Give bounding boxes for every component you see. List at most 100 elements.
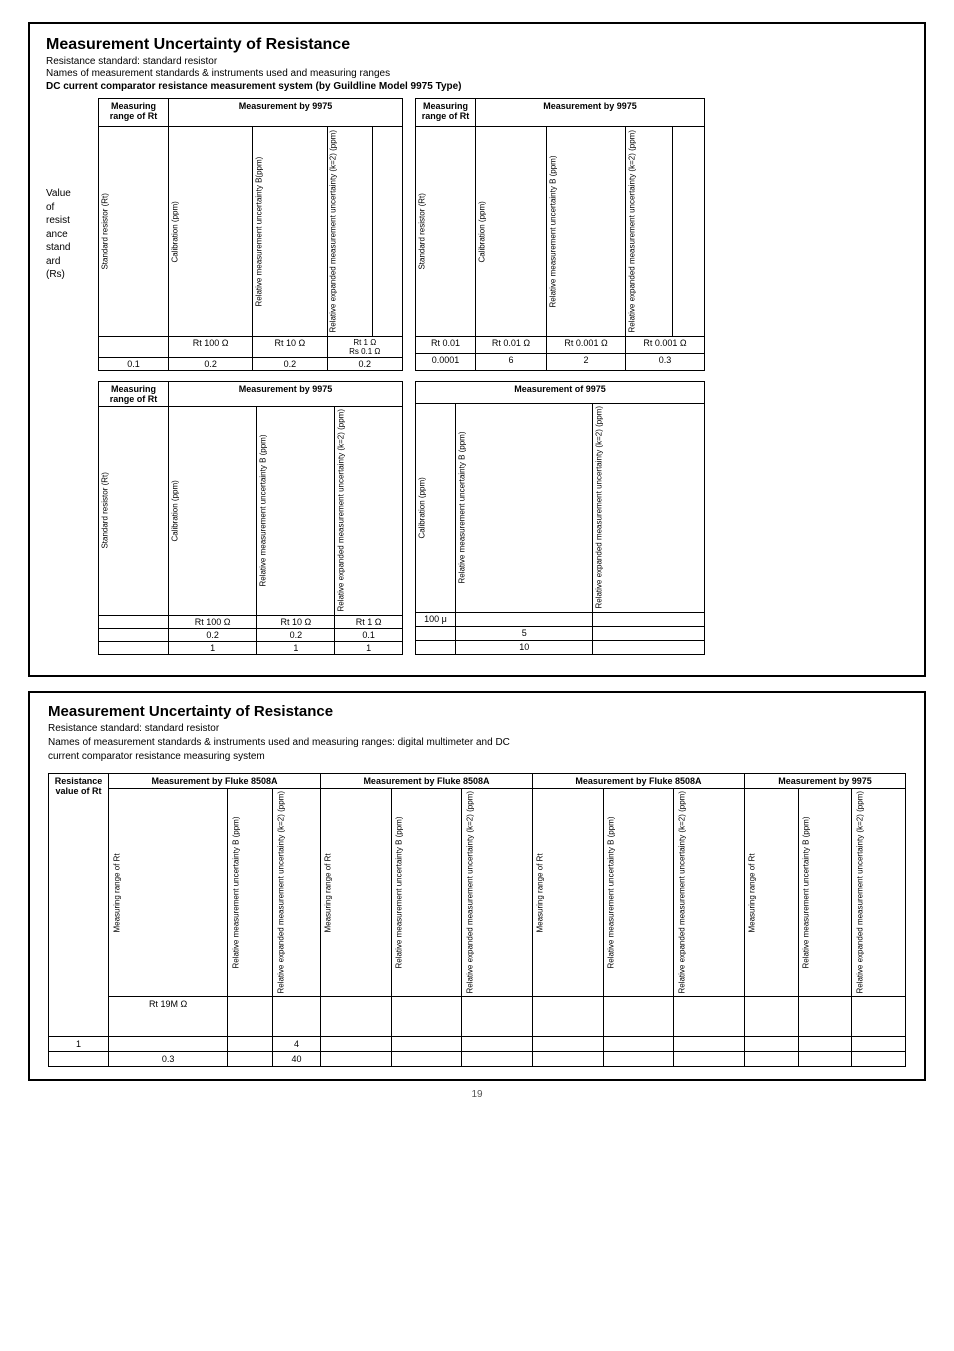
t2b-r1c2 (593, 641, 705, 655)
t1b-r0c0: 0.0001 (416, 353, 476, 370)
t2a-r0c0 (99, 629, 169, 642)
bt-h2: Measurement by Fluke 8508A (532, 774, 744, 789)
table-2a: Measuring range of Rt Measurement by 997… (98, 381, 403, 656)
bt-vh1-a: Relative measurement uncertainty B (ppm) (228, 789, 273, 997)
t1b-col2: Rt 0.001 Ω (547, 336, 626, 353)
t1b-rowlabel: Measuring range of Rt (416, 99, 476, 127)
left-vertical-label: Value of resist ance stand ard (Rs) (46, 98, 84, 655)
box2-title: Measurement Uncertainty of Resistance (48, 703, 906, 720)
bt-range2 (532, 997, 603, 1037)
ll4: stand (46, 242, 84, 255)
t2b-vh0: Calibration (ppm) (416, 403, 456, 613)
t1a-vh0: Standard resistor (Rt) (99, 127, 169, 337)
t2b-rowlabel1: 100 μ (416, 613, 456, 627)
box2-sub-b: Names of measurement standards & instrum… (48, 736, 906, 749)
bt-vh0-a: Measuring range of Rt (109, 789, 228, 997)
bt-d1c11 (798, 1052, 852, 1067)
t1b-r0c1: 6 (476, 353, 547, 370)
t2a-col2: Rt 1 Ω (335, 616, 403, 629)
bt-d1c2 (228, 1052, 273, 1067)
t2a-r1c1: 1 (169, 642, 257, 655)
bt-h1: Measurement by Fluke 8508A (320, 774, 532, 789)
box1-sub-b: Names of measurement standards & instrum… (46, 68, 908, 79)
t1a-col1: Rt 10 Ω (253, 336, 327, 357)
t2a-title: Measurement by 9975 (169, 381, 403, 406)
tables-wrapper: Value of resist ance stand ard (Rs) Meas… (46, 98, 908, 655)
bt-d0c3: 4 (273, 1037, 321, 1052)
t1b-r0c2: 2 (547, 353, 626, 370)
box2-sub-a: Resistance standard: standard resistor (48, 722, 906, 735)
ll0: Value (46, 188, 84, 201)
page: Measurement Uncertainty of Resistance Re… (0, 0, 954, 1130)
bt-d1c8 (603, 1052, 674, 1067)
t1b-col3: Rt 0.001 Ω (626, 336, 705, 353)
bt-d0c12 (852, 1037, 906, 1052)
t2a-r0c3: 0.1 (335, 629, 403, 642)
t1a-col2: Rt 1 Ω Rs 0.1 Ω (327, 336, 403, 357)
bt-d0c0: 1 (49, 1037, 109, 1052)
bt-vh2-b: Relative expanded measurement uncertaint… (462, 789, 533, 997)
bt-vh2-c: Relative expanded measurement uncertaint… (674, 789, 745, 997)
bottom-table: Resistance value of Rt Measurement by Fl… (48, 773, 906, 1067)
table-1b: Measuring range of Rt Measurement by 997… (415, 98, 705, 371)
t2a-vh2: Relative measurement uncertainty B (ppm) (257, 406, 335, 616)
t1a-r0c0: 0.1 (99, 357, 169, 370)
t1b-title: Measurement by 9975 (476, 99, 705, 127)
box-resistance-1: Measurement Uncertainty of Resistance Re… (28, 22, 926, 677)
t2a-vh3: Relative expanded measurement uncertaint… (335, 406, 403, 616)
page-number: 19 (28, 1089, 926, 1100)
t2b-r0c1: 5 (456, 627, 593, 641)
t2b-r1c1: 10 (456, 641, 593, 655)
t1a-vh2: Relative measurement uncertainty B(ppm) (253, 127, 327, 337)
t1a-vh3: Relative expanded measurement uncertaint… (327, 127, 372, 337)
ll1: of (46, 202, 84, 215)
t1a-title: Measurement by 9975 (169, 99, 403, 127)
bt-d1c9 (674, 1052, 745, 1067)
tables-area: Measuring range of Rt Measurement by 997… (98, 98, 908, 655)
ll5: ard (46, 256, 84, 269)
t1a-r0c1: 0.2 (169, 357, 253, 370)
bt-d1c4 (320, 1052, 391, 1067)
bt-d1c12 (852, 1052, 906, 1067)
bt-d0c2 (228, 1037, 273, 1052)
bt-vh0-b: Measuring range of Rt (320, 789, 391, 997)
bt-d0c10 (744, 1037, 798, 1052)
bt-d0c6 (462, 1037, 533, 1052)
box1-sub-a: Resistance standard: standard resistor (46, 56, 908, 67)
t1b-spacer (673, 127, 705, 337)
box-resistance-2: Measurement Uncertainty of Resistance Re… (28, 691, 926, 1081)
bt-d1c1: 0.3 (109, 1052, 228, 1067)
t1b-vh2: Relative measurement uncertainty B (ppm) (547, 127, 626, 337)
t2a-rowlabel: Measuring range of Rt (99, 381, 169, 406)
bt-d0c7 (532, 1037, 603, 1052)
t1a-vh1: Calibration (ppm) (169, 127, 253, 337)
table-2b: Measurement of 9975 Calibration (ppm) Re… (415, 381, 705, 656)
bt-range0: Rt 19M Ω (109, 997, 228, 1037)
t1b-col1: Rt 0.01 Ω (476, 336, 547, 353)
t2b-r1c0 (416, 641, 456, 655)
bt-d1c0 (49, 1052, 109, 1067)
t1b-col0: Rt 0.01 (416, 336, 476, 353)
t1b-vh3: Relative expanded measurement uncertaint… (626, 127, 673, 337)
t1b-r0c3: 0.3 (626, 353, 705, 370)
bt-d0c5 (391, 1037, 462, 1052)
bt-d1c3: 40 (273, 1052, 321, 1067)
t2a-col0: Rt 100 Ω (169, 616, 257, 629)
row-pair-1: Measuring range of Rt Measurement by 997… (98, 98, 908, 371)
bt-vh1-c: Relative measurement uncertainty B (ppm) (603, 789, 674, 997)
bt-vh1-d: Relative measurement uncertainty B (ppm) (798, 789, 852, 997)
bt-d0c1 (109, 1037, 228, 1052)
t2b-vh1: Relative measurement uncertainty B (ppm) (456, 403, 593, 613)
t1b-vh1: Calibration (ppm) (476, 127, 547, 337)
box1-title: Measurement Uncertainty of Resistance (46, 36, 908, 54)
bt-d0c9 (674, 1037, 745, 1052)
ll6: (Rs) (46, 269, 84, 282)
t1a-col0: Rt 100 Ω (169, 336, 253, 357)
t2b-col1 (456, 613, 593, 627)
table-1a: Measuring range of Rt Measurement by 997… (98, 98, 403, 371)
t2a-vh0: Standard resistor (Rt) (99, 406, 169, 616)
bt-d0c4 (320, 1037, 391, 1052)
bt-range1 (320, 997, 391, 1037)
box1-note: DC current comparator resistance measure… (46, 81, 908, 92)
t2b-title: Measurement of 9975 (416, 381, 705, 403)
